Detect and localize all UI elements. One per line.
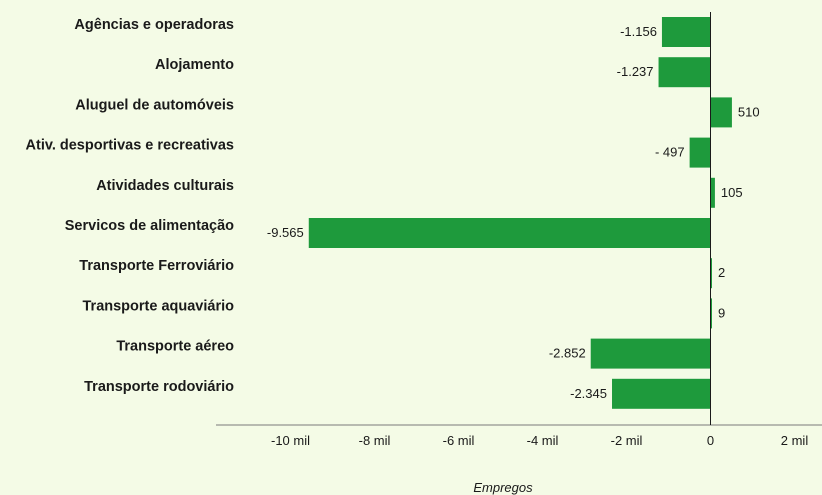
value-label: -1.156 [620,24,657,39]
x-tick-label: -2 mil [611,433,643,448]
x-tick-label: -6 mil [443,433,475,448]
x-axis-title: Empregos [473,480,533,495]
value-label: -2.345 [570,386,607,401]
x-tick-label: -8 mil [359,433,391,448]
category-label: Atividades culturais [96,178,234,194]
category-label: Ativ. desportivas e recreativas [26,138,234,154]
category-label: Transporte rodoviário [84,379,234,395]
value-label: 105 [721,185,743,200]
category-label: Servicos de alimentação [65,218,234,234]
value-label: - 497 [655,145,685,160]
value-label: -2.852 [549,346,586,361]
x-tick-label: 0 [707,433,714,448]
x-tick-label: -4 mil [527,433,559,448]
x-tick-label: 2 mil [781,433,809,448]
value-label: -1.237 [617,64,654,79]
category-label: Alojamento [155,57,234,73]
value-label: 9 [718,305,725,320]
bar [710,97,732,128]
x-tick-label: -10 mil [271,433,310,448]
value-label: 510 [738,104,760,119]
bar [308,218,711,248]
bar [689,137,711,168]
bar [658,57,711,88]
category-label: Transporte aéreo [116,339,234,355]
value-label: -9.565 [267,225,304,240]
bar [590,338,711,369]
bar [661,17,711,47]
bar [710,177,715,208]
category-label: Transporte aquaviário [83,298,235,314]
bar [710,298,712,329]
category-label: Agências e operadoras [74,17,234,33]
value-label: 2 [718,265,725,280]
bar [612,378,711,409]
bar [710,258,712,289]
category-label: Aluguel de automóveis [75,97,234,113]
category-label: Transporte Ferroviário [79,258,234,274]
